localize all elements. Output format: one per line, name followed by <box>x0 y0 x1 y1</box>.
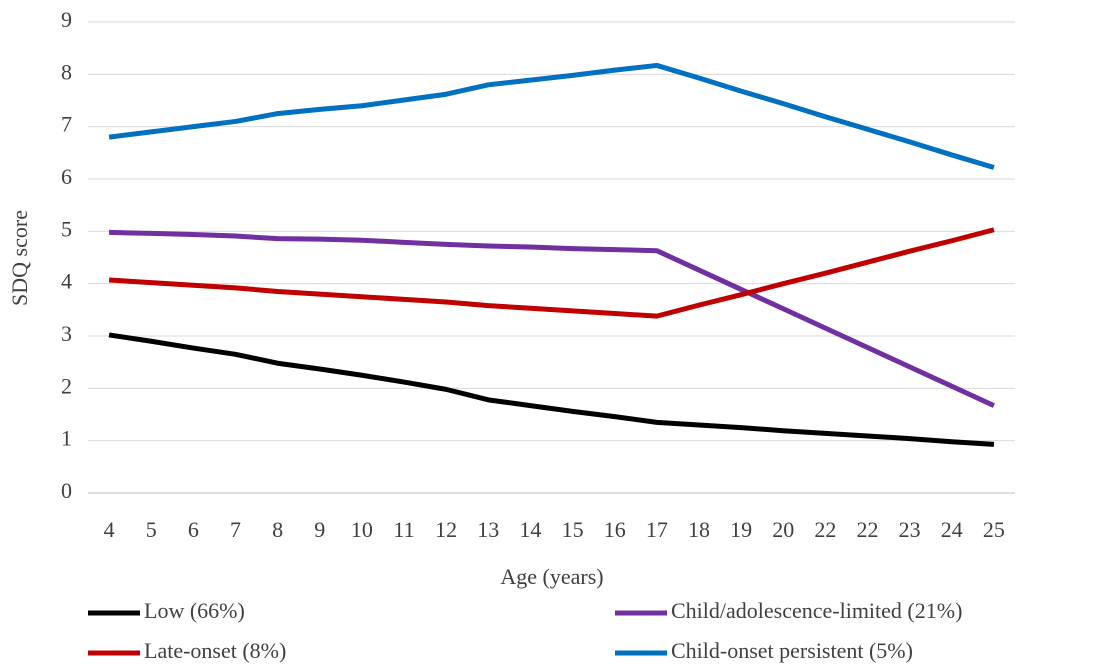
x-tick-label: 13 <box>477 517 499 542</box>
legend-label: Low (66%) <box>144 598 245 623</box>
y-tick-label: 7 <box>61 112 72 137</box>
x-tick-label: 12 <box>435 517 457 542</box>
series-line <box>108 62 995 170</box>
legend-label: Child-onset persistent (5%) <box>671 638 913 663</box>
x-tick-label: 4 <box>104 517 115 542</box>
x-tick-label: 18 <box>688 517 710 542</box>
x-tick-label: 22 <box>814 517 836 542</box>
y-tick-label: 3 <box>61 321 72 346</box>
y-tick-label: 8 <box>61 59 72 84</box>
x-tick-label: 22 <box>857 517 879 542</box>
x-tick-label: 9 <box>314 517 325 542</box>
x-tick-label: 10 <box>351 517 373 542</box>
x-tick-label: 7 <box>230 517 241 542</box>
x-tick-label: 23 <box>899 517 921 542</box>
series-line <box>109 229 995 408</box>
series-line <box>108 227 995 319</box>
x-tick-label: 19 <box>730 517 752 542</box>
y-axis-title: SDQ score <box>7 210 32 306</box>
x-tick-label: 17 <box>646 517 668 542</box>
y-tick-label: 5 <box>61 216 72 241</box>
x-axis-title: Age (years) <box>500 564 603 589</box>
series-line <box>108 332 995 447</box>
x-tick-label: 20 <box>772 517 794 542</box>
x-tick-label: 6 <box>188 517 199 542</box>
x-tick-label: 15 <box>562 517 584 542</box>
x-tick-label: 14 <box>519 517 541 542</box>
y-tick-label: 2 <box>61 373 72 398</box>
x-tick-label: 8 <box>272 517 283 542</box>
x-tick-label: 24 <box>941 517 963 542</box>
x-tick-label: 16 <box>604 517 626 542</box>
legend-label: Late-onset (8%) <box>144 638 286 663</box>
x-tick-label: 5 <box>146 517 157 542</box>
legend-label: Child/adolescence-limited (21%) <box>671 598 962 623</box>
y-tick-label: 6 <box>61 164 72 189</box>
y-tick-label: 0 <box>61 478 72 503</box>
y-tick-label: 1 <box>61 426 72 451</box>
x-tick-label: 25 <box>983 517 1005 542</box>
x-tick-label: 11 <box>393 517 414 542</box>
y-tick-label: 9 <box>61 7 72 32</box>
y-tick-label: 4 <box>61 269 72 294</box>
